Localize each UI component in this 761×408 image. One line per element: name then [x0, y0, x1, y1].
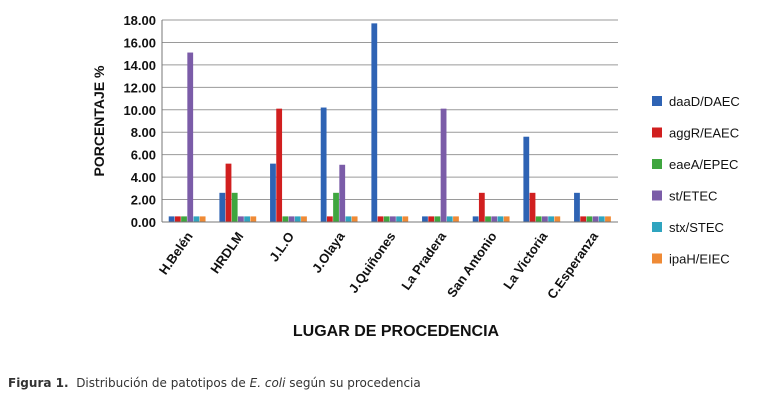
bar	[497, 216, 504, 222]
bar	[485, 216, 491, 222]
bar	[219, 192, 226, 222]
bar	[225, 163, 232, 222]
legend-swatch	[652, 127, 662, 138]
bar	[351, 216, 358, 222]
y-tick-label: 10.00	[123, 103, 156, 118]
bar	[282, 216, 289, 222]
y-tick-label: 14.00	[123, 58, 156, 73]
x-tick-label: J.Olaya	[309, 228, 348, 275]
bar	[422, 216, 428, 222]
x-tick-label: La Pradera	[398, 228, 449, 292]
bar	[402, 216, 409, 222]
caption-text-before: Distribución de patotipos de	[76, 376, 246, 390]
y-tick-labels: 0.00 2.00 4.00 6.00 8.00 10.00 12.00 14.00 16.00…	[123, 13, 156, 230]
x-tick-label: HRDLM	[207, 229, 246, 276]
legend-label: st/ETEC	[669, 189, 717, 204]
bar	[250, 216, 257, 222]
legend-label: daaD/DAEC	[669, 94, 740, 109]
bar	[174, 216, 181, 222]
bar	[326, 216, 333, 222]
bar	[333, 192, 339, 222]
bar	[428, 216, 435, 222]
bar	[187, 52, 194, 222]
bar	[339, 164, 346, 222]
legend-swatch	[652, 190, 662, 201]
bar	[529, 192, 536, 222]
bar-chart: 0.00 2.00 4.00 6.00 8.00 10.00 12.00 14.00 16.00…	[91, 13, 740, 340]
bar	[383, 216, 390, 222]
legend-swatch	[652, 96, 662, 106]
bar	[503, 216, 510, 222]
legend-label: eaeA/EPEC	[669, 157, 738, 172]
bar	[440, 108, 447, 222]
x-tick-label: La Victoria	[500, 228, 551, 291]
bars	[168, 23, 611, 222]
x-tick-label: C.Esperanza	[544, 228, 601, 301]
bar	[472, 216, 479, 222]
legend-swatch	[652, 253, 662, 264]
y-axis-label: PORCENTAJE %	[91, 65, 107, 177]
bar	[244, 216, 250, 222]
x-tick-label: San Antonio	[444, 229, 500, 300]
bar	[586, 216, 593, 222]
y-tick-label: 0.00	[131, 215, 156, 230]
y-tick-label: 18.00	[123, 13, 156, 28]
y-tick-label: 16.00	[123, 35, 156, 50]
legend: daaD/DAEC aggR/EAEC eaeA/EPEC st/ETEC stx/ST…	[652, 94, 740, 267]
caption-label: Figura 1.	[8, 376, 69, 390]
bar	[523, 136, 530, 222]
bar	[390, 216, 396, 222]
bar	[605, 216, 611, 222]
x-tick-label: H.Belén	[156, 229, 196, 277]
legend-label: ipaH/EIEC	[669, 252, 730, 267]
bar	[396, 216, 402, 222]
bar	[434, 216, 441, 222]
caption-organism: E. coli	[249, 376, 286, 390]
bar	[377, 216, 384, 222]
bar	[238, 216, 244, 222]
bar	[598, 216, 605, 222]
bar	[320, 107, 327, 222]
bar	[231, 192, 238, 222]
legend-swatch	[652, 159, 662, 169]
y-tick-label: 12.00	[123, 80, 156, 95]
bar	[554, 216, 561, 222]
bar	[371, 23, 378, 222]
bar	[535, 216, 542, 222]
bar	[168, 216, 175, 222]
bar	[301, 216, 307, 222]
bar	[276, 108, 283, 222]
bar	[592, 216, 599, 222]
y-tick-label: 6.00	[131, 148, 156, 163]
bar	[294, 216, 301, 222]
bar	[270, 163, 276, 222]
y-tick-label: 8.00	[131, 125, 156, 140]
figure-caption: Figura 1. Distribución de patotipos de E…	[8, 376, 421, 390]
bar	[345, 216, 352, 222]
bar	[574, 192, 580, 222]
bar	[580, 216, 587, 222]
y-tick-label: 2.00	[131, 193, 156, 208]
caption-text-after: según su procedencia	[289, 376, 421, 390]
legend-label: aggR/EAEC	[669, 126, 739, 141]
bar	[491, 216, 498, 222]
x-tick-label: J.L.O	[266, 229, 297, 264]
bar	[542, 216, 548, 222]
bar	[478, 192, 485, 222]
bar	[193, 216, 200, 222]
bar	[199, 216, 206, 222]
bar	[446, 216, 453, 222]
y-tick-label: 4.00	[131, 170, 156, 185]
axes	[161, 20, 618, 223]
legend-label: stx/STEC	[669, 220, 724, 235]
x-tick-label: J.Quiñones	[346, 229, 399, 296]
bar	[181, 216, 187, 222]
x-axis-label: LUGAR DE PROCEDENCIA	[293, 323, 500, 340]
bar	[548, 216, 554, 222]
bar	[453, 216, 459, 222]
legend-swatch	[652, 222, 662, 232]
gridlines	[162, 19, 618, 223]
bar	[288, 216, 295, 222]
